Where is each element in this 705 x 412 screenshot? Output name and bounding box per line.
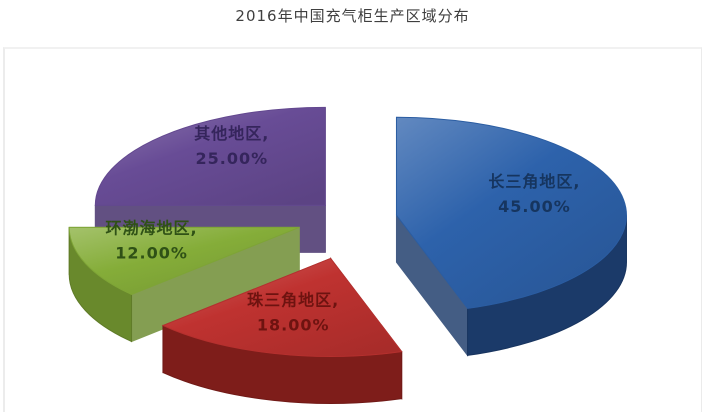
slice-top-face — [94, 106, 326, 206]
chart-plot-border — [3, 47, 702, 412]
slice-label: 环渤海地区, 12.00% — [106, 218, 198, 262]
pie-slice-珠三角地区: 珠三角地区, 18.00% — [161, 256, 403, 404]
slice-label: 长三角地区, 45.00% — [488, 172, 580, 216]
pie-slice-长三角地区: 长三角地区, 45.00% — [395, 116, 627, 357]
slice-label: 珠三角地区, 18.00% — [247, 291, 339, 335]
slice-top-face — [161, 257, 403, 357]
chart-title: 2016年中国充气柜生产区域分布 — [235, 7, 470, 25]
slice-top-face — [68, 226, 300, 296]
pie-slice-环渤海地区: 环渤海地区, 12.00% — [68, 218, 300, 343]
slice-label: 其他地区, 25.00% — [194, 124, 269, 168]
slice-top-face — [395, 116, 627, 309]
